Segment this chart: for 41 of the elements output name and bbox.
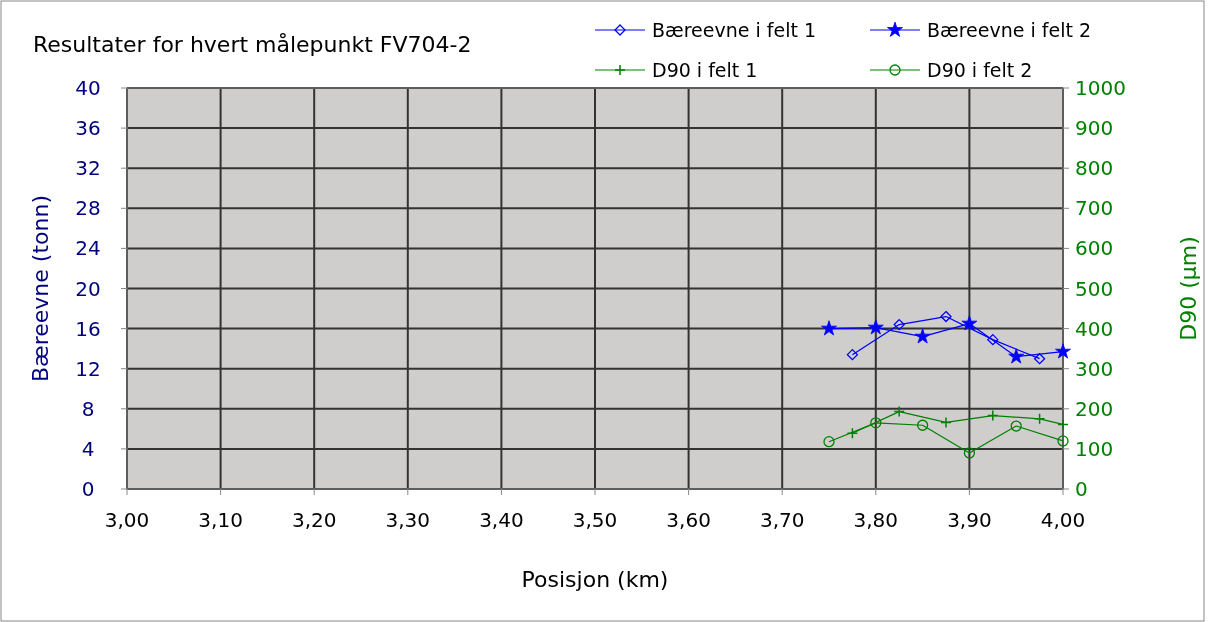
y2-tick-label: 800 — [1075, 156, 1114, 181]
legend-label: Bæreevne i felt 1 — [652, 19, 817, 41]
x-tick-label: 3,10 — [198, 508, 243, 532]
y2-tick-label: 400 — [1075, 316, 1114, 341]
y-tick-label: 24 — [75, 236, 101, 261]
y-tick-label: 4 — [81, 436, 95, 461]
y2-tick-label: 0 — [1075, 477, 1088, 501]
x-tick-label: 3,80 — [853, 508, 899, 532]
y-axis-title: Bæreevne (tonn) — [28, 195, 53, 382]
y2-axis-title: D90 (µm) — [1176, 236, 1201, 341]
y-tick-label: 12 — [75, 356, 101, 381]
y-tick-label: 36 — [75, 116, 101, 141]
legend-label: Bæreevne i felt 2 — [927, 19, 1092, 41]
y-tick-label: 40 — [75, 76, 101, 100]
x-axis-title: Posisjon (km) — [521, 567, 669, 592]
y-tick-label: 28 — [75, 196, 101, 221]
legend-label: D90 i felt 2 — [927, 59, 1033, 81]
y-tick-label: 20 — [75, 276, 101, 301]
x-tick-label: 3,90 — [947, 508, 992, 532]
x-tick-label: 3,50 — [572, 508, 618, 532]
chart-title: Resultater for hvert målepunkt FV704-2 — [33, 32, 472, 57]
y2-tick-label: 300 — [1075, 356, 1114, 381]
x-tick-label: 3,30 — [385, 508, 431, 532]
y2-tick-label: 600 — [1075, 236, 1114, 261]
x-tick-label: 3,70 — [759, 508, 805, 532]
legend-label: D90 i felt 1 — [652, 59, 758, 81]
x-tick-label: 3,00 — [104, 508, 150, 532]
y-tick-label: 0 — [81, 477, 95, 501]
x-tick-label: 3,40 — [479, 508, 524, 532]
y-tick-label: 32 — [75, 156, 101, 181]
y-tick-label: 8 — [81, 396, 95, 421]
y-tick-label: 16 — [75, 316, 101, 341]
y2-tick-label: 700 — [1075, 196, 1114, 221]
y2-tick-label: 500 — [1075, 276, 1114, 301]
y2-tick-label: 1000 — [1075, 76, 1126, 100]
y2-tick-label: 100 — [1075, 436, 1114, 461]
x-tick-label: 3,20 — [291, 508, 337, 532]
x-tick-label: 4,00 — [1040, 508, 1086, 532]
y2-tick-label: 900 — [1075, 116, 1114, 141]
x-tick-label: 3,60 — [666, 508, 711, 532]
y2-tick-label: 200 — [1075, 396, 1114, 421]
